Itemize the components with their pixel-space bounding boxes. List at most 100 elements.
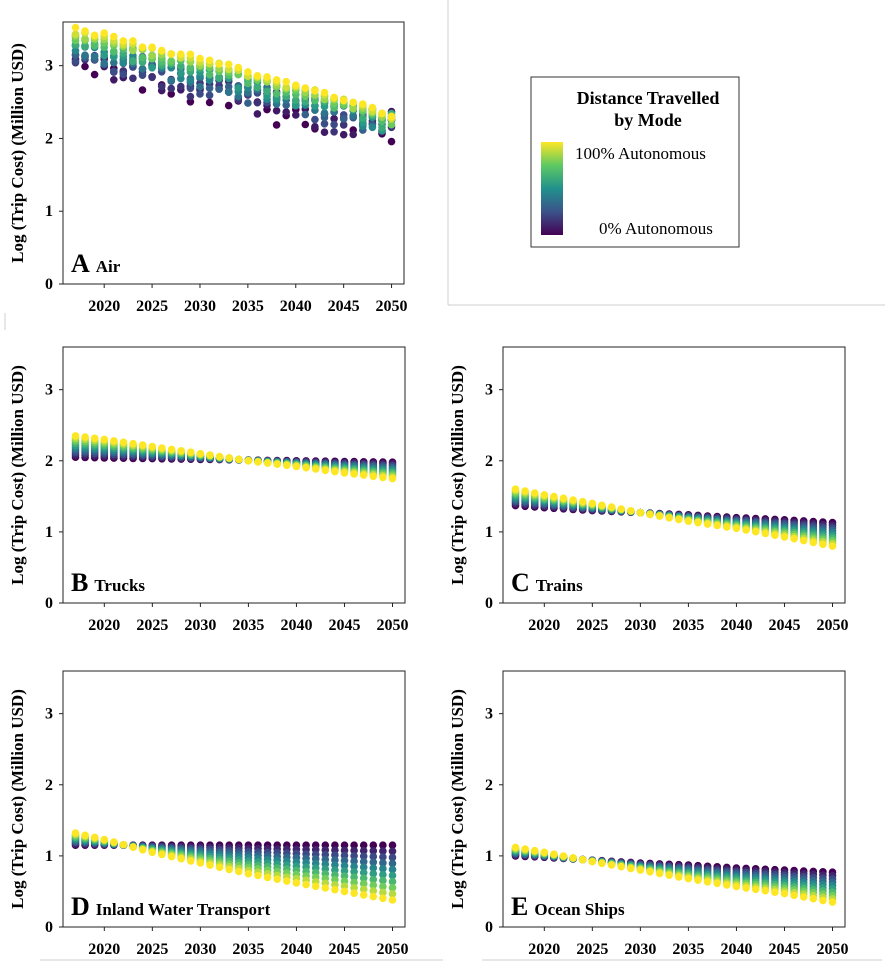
data-point [530, 846, 539, 855]
data-point [129, 46, 137, 55]
data-point [665, 514, 673, 522]
x-tick-label: 2020 [528, 941, 560, 958]
data-point [301, 120, 310, 129]
data-point [100, 29, 108, 37]
x-tick-label: 2020 [88, 298, 120, 315]
data-point [321, 466, 330, 475]
data-point [234, 84, 243, 92]
data-point [559, 494, 568, 503]
panel-b-frame [62, 346, 406, 604]
data-point [263, 73, 271, 81]
data-point [187, 857, 195, 865]
data-point [588, 857, 597, 866]
panel-letter: A [71, 249, 90, 278]
y-tick-label: 2 [45, 777, 53, 794]
panel-letter: B [71, 568, 88, 597]
data-point [359, 852, 368, 861]
x-tick-label: 2040 [280, 941, 312, 958]
data-point [388, 896, 397, 904]
data-point [206, 451, 214, 459]
data-point [311, 882, 320, 891]
data-point [158, 850, 166, 859]
data-point [387, 120, 396, 129]
data-point [186, 92, 195, 101]
data-point [81, 42, 89, 50]
data-point [301, 98, 310, 106]
x-tick-label: 2030 [184, 941, 216, 958]
data-point [301, 84, 310, 92]
panel-a-points [71, 23, 396, 146]
data-point [138, 846, 147, 854]
panel-label: B Trucks [71, 568, 145, 597]
data-point [819, 540, 827, 549]
data-point [387, 137, 396, 146]
data-point [110, 67, 118, 76]
y-tick-label: 1 [485, 848, 493, 865]
panel-d-frame [62, 670, 406, 928]
data-point [387, 112, 396, 121]
panel-c-frame [502, 346, 846, 604]
data-point [81, 35, 89, 43]
data-point [148, 51, 156, 60]
y-tick-label: 0 [45, 919, 53, 936]
data-point [81, 831, 89, 840]
data-point [205, 98, 214, 107]
y-axis-label: Log (Trip Cost) (Million USD) [8, 689, 27, 909]
data-point [369, 864, 378, 872]
data-point [253, 83, 262, 92]
panel-d-points [71, 829, 397, 904]
data-point [379, 853, 387, 861]
data-point [359, 846, 368, 855]
y-axis-label: Log (Trip Cost) (Million USD) [448, 689, 467, 909]
data-point [636, 508, 645, 517]
data-point [359, 100, 367, 108]
data-point [350, 862, 358, 871]
data-point [90, 833, 99, 842]
data-point [349, 98, 358, 107]
data-point [292, 81, 300, 90]
x-tick-label: 2045 [768, 617, 800, 634]
data-point [378, 123, 386, 132]
data-point [636, 866, 645, 874]
data-point [81, 433, 89, 441]
data-point [119, 438, 128, 447]
data-point [751, 885, 760, 894]
data-point [167, 84, 175, 93]
data-point [742, 526, 750, 534]
data-point [224, 101, 233, 110]
data-point [569, 854, 577, 862]
data-point [71, 47, 80, 55]
data-point [167, 90, 175, 98]
data-point [703, 520, 712, 528]
data-point [100, 835, 109, 844]
data-point [81, 51, 89, 59]
data-point [129, 843, 137, 851]
data-point [196, 82, 204, 91]
x-tick-label: 2035 [232, 941, 264, 958]
data-point [282, 108, 291, 116]
data-point [119, 70, 128, 79]
data-point [388, 871, 397, 880]
data-point [369, 852, 378, 861]
data-point [273, 460, 282, 469]
legend-high-label: 100% Autonomous [575, 144, 706, 163]
data-point [254, 871, 262, 880]
x-tick-label: 2045 [328, 298, 360, 315]
panel-b-points [71, 432, 397, 483]
data-point [320, 128, 329, 136]
data-point [138, 65, 147, 73]
data-point [617, 862, 625, 871]
data-point [761, 886, 770, 895]
data-point [780, 889, 789, 898]
data-point [71, 23, 80, 32]
data-point [110, 76, 118, 84]
data-point [340, 887, 349, 896]
data-point [177, 62, 185, 70]
x-tick-label: 2030 [184, 617, 216, 634]
data-point [311, 122, 319, 131]
data-point [340, 841, 349, 849]
data-point [330, 128, 338, 136]
x-tick-label: 2045 [328, 941, 360, 958]
data-point [350, 873, 358, 881]
legend: Distance Travelled by Mode 100% Autonomo… [530, 76, 740, 248]
